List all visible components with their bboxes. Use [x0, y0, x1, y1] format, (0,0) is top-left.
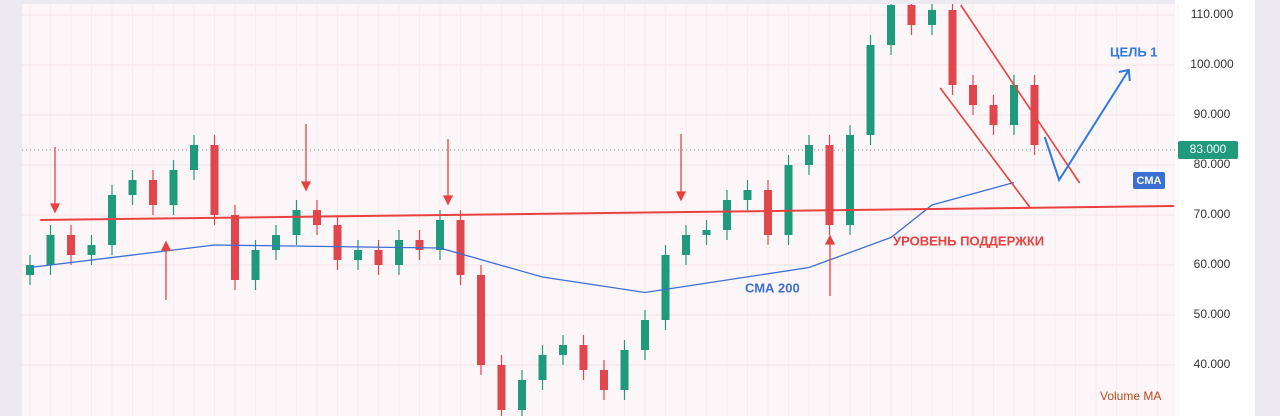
candle-body: [354, 250, 362, 260]
candle-body: [764, 190, 772, 235]
candle-body: [456, 220, 465, 275]
candle-body: [169, 170, 178, 205]
candle-body: [436, 220, 444, 250]
signal-arrows: [49, 124, 836, 300]
y-tick-label: 50.000: [1194, 307, 1231, 321]
support-line: [40, 205, 1174, 221]
candle-body: [559, 345, 567, 355]
candle-body: [374, 250, 383, 265]
candle-body: [989, 105, 998, 125]
candle-body: [210, 145, 219, 215]
candle-body: [415, 240, 424, 250]
price-axis-panel: [1175, 0, 1255, 416]
channel-lower: [939, 87, 1032, 209]
candle-body: [641, 320, 649, 350]
candle-body: [333, 225, 342, 260]
candle-body: [395, 240, 403, 265]
candle-body: [477, 275, 485, 365]
candle-body: [702, 230, 711, 235]
candle-body: [46, 235, 55, 265]
support-label: УРОВЕНЬ ПОДДЕРЖКИ: [893, 233, 1044, 248]
candle-body: [846, 135, 854, 225]
candle-body: [579, 345, 588, 370]
y-tick-label: 90.000: [1194, 107, 1231, 121]
candle-body: [928, 10, 936, 25]
candle-body: [907, 5, 916, 25]
candle-body: [600, 370, 608, 390]
y-tick-label: 40.000: [1194, 357, 1231, 371]
volume-ma-label: Volume MA: [1100, 389, 1161, 403]
y-tick-label: 110.000: [1191, 7, 1234, 21]
candle-body: [497, 365, 506, 410]
candle-body: [128, 180, 137, 195]
candle-body: [251, 250, 260, 280]
plot-area: [26, 4, 1174, 416]
candle-body: [292, 210, 301, 235]
candle-body: [866, 45, 875, 135]
sma-badge-label: СМА: [1137, 175, 1162, 187]
candle-body: [538, 355, 547, 380]
candle-body: [272, 235, 280, 250]
candle-body: [784, 165, 793, 235]
candle-body: [67, 235, 75, 255]
sma-line: [29, 181, 1015, 294]
candle-body: [743, 190, 752, 200]
candle-body: [661, 255, 670, 320]
candle-body: [620, 350, 629, 390]
candle-body: [682, 235, 690, 255]
candle-body: [723, 200, 731, 230]
current-price-badge: [1178, 141, 1238, 159]
candle-body: [948, 10, 957, 85]
candle-body: [87, 245, 96, 255]
y-tick-label: 100.000: [1190, 57, 1234, 71]
target-label: ЦЕЛЬ 1: [1110, 44, 1157, 59]
candle-body: [825, 145, 834, 225]
sma-label: СМА 200: [745, 280, 800, 295]
candle-body: [805, 145, 813, 165]
current-price-label: 83.000: [1190, 142, 1227, 156]
y-tick-label: 70.000: [1194, 207, 1231, 221]
candle-body: [231, 215, 239, 280]
target-arrowhead: [1118, 68, 1131, 82]
candle-body: [518, 380, 526, 410]
candle-body: [26, 265, 34, 275]
candle-body: [149, 180, 157, 205]
y-tick-label: 60.000: [1194, 257, 1231, 271]
channel-upper: [960, 4, 1081, 184]
candle-body: [887, 5, 895, 45]
sma-badge: [1133, 172, 1165, 189]
target-path: [1043, 69, 1130, 183]
candle-body: [1010, 85, 1018, 125]
candle-body: [969, 85, 977, 105]
y-tick-label: 80.000: [1194, 157, 1231, 171]
candle-body: [190, 145, 198, 170]
